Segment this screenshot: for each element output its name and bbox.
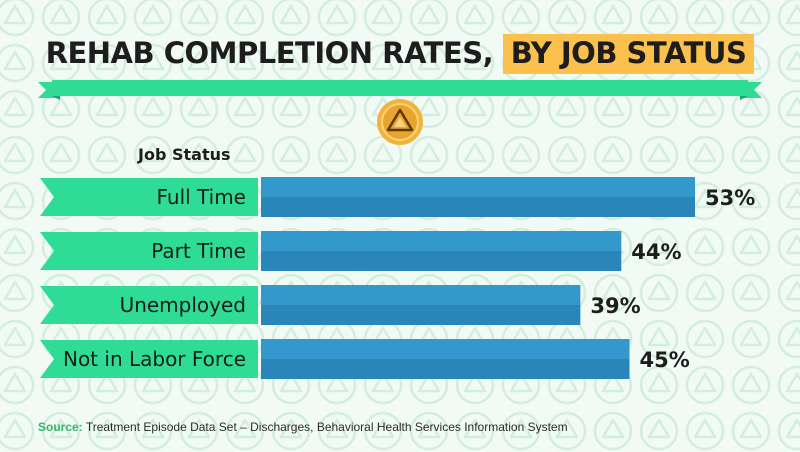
bar-shade — [261, 359, 630, 379]
category-axis-header: Job Status — [138, 145, 231, 164]
bar — [261, 285, 581, 305]
category-tag — [40, 340, 258, 378]
category-label: Unemployed — [120, 293, 246, 317]
source-note: Source: Treatment Episode Data Set – Dis… — [38, 420, 568, 434]
category-label: Full Time — [156, 185, 246, 209]
category-tag — [40, 232, 258, 270]
bar — [261, 339, 630, 359]
category-label: Part Time — [151, 239, 246, 263]
source-text: Treatment Episode Data Set – Discharges,… — [85, 420, 568, 434]
source-label: Source: — [38, 420, 83, 434]
bar-shade — [261, 197, 695, 217]
title-ribbon — [38, 80, 762, 100]
title-highlight: BY JOB STATUS — [502, 34, 755, 74]
bar — [261, 231, 622, 251]
value-label: 53% — [705, 186, 755, 210]
value-label: 39% — [590, 294, 640, 318]
bar-shade — [261, 251, 622, 271]
value-label: 44% — [631, 240, 681, 264]
category-tag — [40, 286, 258, 324]
value-label: 45% — [639, 348, 689, 372]
bar — [261, 177, 695, 197]
title-prefix: REHAB COMPLETION RATES, — [45, 36, 494, 70]
page-title: REHAB COMPLETION RATES, BY JOB STATUS — [0, 34, 800, 74]
bar-shade — [261, 305, 581, 325]
category-label: Not in Labor Force — [63, 347, 246, 371]
medal-icon — [377, 99, 423, 145]
category-tag — [40, 178, 258, 216]
